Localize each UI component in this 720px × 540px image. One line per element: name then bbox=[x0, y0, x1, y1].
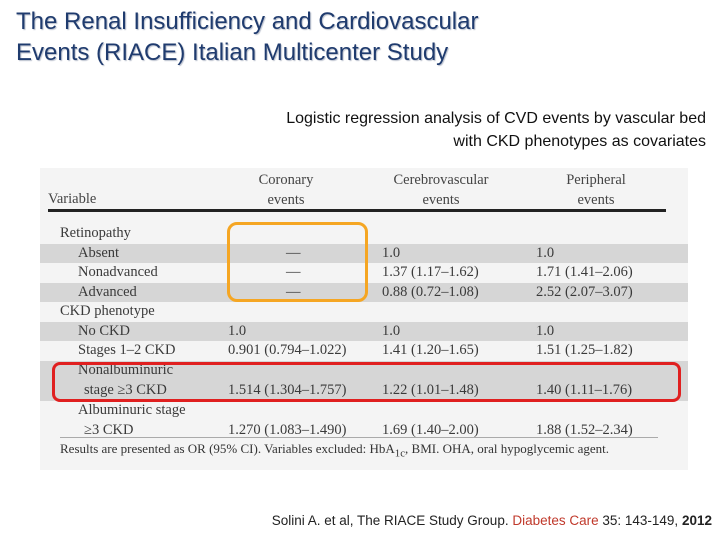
coronary-value: 1.270 (1.083–1.490) bbox=[228, 421, 347, 438]
header-cerebro-line-2: events bbox=[422, 192, 460, 208]
coronary-value: 0.901 (0.794–1.022) bbox=[228, 342, 347, 358]
table-row-retinopathy: Retinopathy bbox=[40, 224, 688, 244]
citation-authors: Solini A. et al, The RIACE Study Group. bbox=[271, 513, 513, 528]
row-label-continued: ≥3 CKD bbox=[84, 421, 134, 438]
peripheral-value: 2.52 (2.07–3.07) bbox=[536, 283, 633, 300]
table-row-nonalbuminuric: Nonalbuminuric stage ≥3 CKD 1.514 (1.304… bbox=[40, 360, 688, 401]
footnote-subscript: 1c bbox=[394, 447, 406, 460]
table-row-absent: Absent — 1.0 1.0 bbox=[40, 243, 688, 263]
peripheral-value: 1.0 bbox=[536, 244, 555, 261]
table-row-nonadvanced: Nonadvanced — 1.37 (1.17–1.62) 1.71 (1.4… bbox=[40, 263, 688, 283]
slide-title-line-2: Events (RIACE) Italian Multicenter Study bbox=[16, 39, 449, 66]
citation-journal: Diabetes Care bbox=[512, 513, 599, 528]
peripheral-value: 1.71 (1.41–2.06) bbox=[536, 264, 633, 280]
row-label: Retinopathy bbox=[60, 225, 131, 241]
cerebro-value: 1.69 (1.40–2.00) bbox=[382, 421, 479, 438]
header-coronary-line-1: Coronary bbox=[258, 172, 314, 188]
footnote-text: Results are presented as OR (95% CI). Va… bbox=[60, 441, 395, 456]
cerebro-value: 1.22 (1.01–1.48) bbox=[382, 381, 479, 398]
row-label: Absent bbox=[78, 244, 120, 261]
cerebro-value: 1.41 (1.20–1.65) bbox=[382, 342, 479, 358]
cerebro-value: 1.0 bbox=[382, 322, 401, 339]
slide-title: The Renal Insufficiency and Cardiovascul… bbox=[16, 6, 478, 68]
table-caption-line-2: with CKD phenotypes as covariates bbox=[453, 133, 706, 150]
row-label: Nonalbuminuric bbox=[78, 361, 174, 378]
header-coronary-line-2: events bbox=[267, 192, 305, 208]
header-rule bbox=[48, 209, 666, 212]
peripheral-value: 1.88 (1.52–2.34) bbox=[536, 421, 633, 438]
cerebro-value: 0.88 (0.72–1.08) bbox=[382, 283, 479, 300]
row-second-line: ≥3 CKD 1.270 (1.083–1.490) 1.69 (1.40–2.… bbox=[40, 421, 688, 441]
row-label-continued: stage ≥3 CKD bbox=[84, 381, 167, 398]
highlight-box-nonalbuminuric-row bbox=[52, 362, 681, 402]
citation-year: 2012 bbox=[681, 513, 712, 528]
row-label: Albuminuric stage bbox=[78, 401, 186, 418]
header-variable: Variable bbox=[48, 191, 97, 207]
citation-volume: 35: 143-149, bbox=[598, 513, 682, 528]
header-cerebro-line-1: Cerebrovascular bbox=[393, 172, 489, 188]
row-label: No CKD bbox=[78, 322, 130, 339]
header-cerebrovascular: Cerebrovascular events bbox=[376, 170, 506, 210]
table-body: Retinopathy Absent — 1.0 1.0 Nonadvanced… bbox=[40, 224, 688, 441]
table-row-stages-1-2: Stages 1–2 CKD 0.901 (0.794–1.022) 1.41 … bbox=[40, 341, 688, 361]
table-row-ckd-phenotype: CKD phenotype bbox=[40, 302, 688, 322]
cerebro-value: 1.0 bbox=[382, 244, 401, 261]
table-row-no-ckd: No CKD 1.0 1.0 1.0 bbox=[40, 321, 688, 341]
header-peripheral-line-2: events bbox=[577, 192, 615, 208]
footnote-rule bbox=[60, 437, 658, 438]
table-caption-line-1: Logistic regression analysis of CVD even… bbox=[286, 110, 706, 127]
slide-title-line-1: The Renal Insufficiency and Cardiovascul… bbox=[16, 8, 479, 35]
row-second-line: stage ≥3 CKD 1.514 (1.304–1.757) 1.22 (1… bbox=[40, 381, 688, 401]
table-caption: Logistic regression analysis of CVD even… bbox=[286, 107, 706, 153]
header-peripheral-line-1: Peripheral bbox=[566, 172, 626, 188]
coronary-value: — bbox=[286, 264, 301, 280]
table-footnote: Results are presented as OR (95% CI). Va… bbox=[60, 440, 680, 463]
regression-table: Variable Coronary events Cerebrovascular… bbox=[40, 168, 688, 470]
cerebro-value: 1.37 (1.17–1.62) bbox=[382, 264, 479, 280]
coronary-value: — bbox=[286, 244, 301, 261]
coronary-value: 1.0 bbox=[228, 322, 247, 339]
coronary-value: — bbox=[286, 283, 301, 300]
peripheral-value: 1.51 (1.25–1.82) bbox=[536, 342, 633, 358]
highlight-box-coronary-retinopathy bbox=[227, 222, 368, 302]
peripheral-value: 1.0 bbox=[536, 322, 555, 339]
header-peripheral: Peripheral events bbox=[546, 170, 646, 210]
row-label: Stages 1–2 CKD bbox=[78, 342, 176, 358]
table-row-albuminuric: Albuminuric stage ≥3 CKD 1.270 (1.083–1.… bbox=[40, 401, 688, 441]
footnote-text-end: , BMI. OHA, oral hypoglycemic agent. bbox=[405, 441, 610, 456]
header-coronary: Coronary events bbox=[236, 170, 336, 210]
row-label: Advanced bbox=[78, 283, 137, 300]
citation: Solini A. et al, The RIACE Study Group. … bbox=[272, 513, 712, 528]
coronary-value: 1.514 (1.304–1.757) bbox=[228, 381, 347, 398]
peripheral-value: 1.40 (1.11–1.76) bbox=[536, 381, 633, 398]
row-label: CKD phenotype bbox=[60, 303, 155, 319]
row-label: Nonadvanced bbox=[78, 264, 158, 280]
